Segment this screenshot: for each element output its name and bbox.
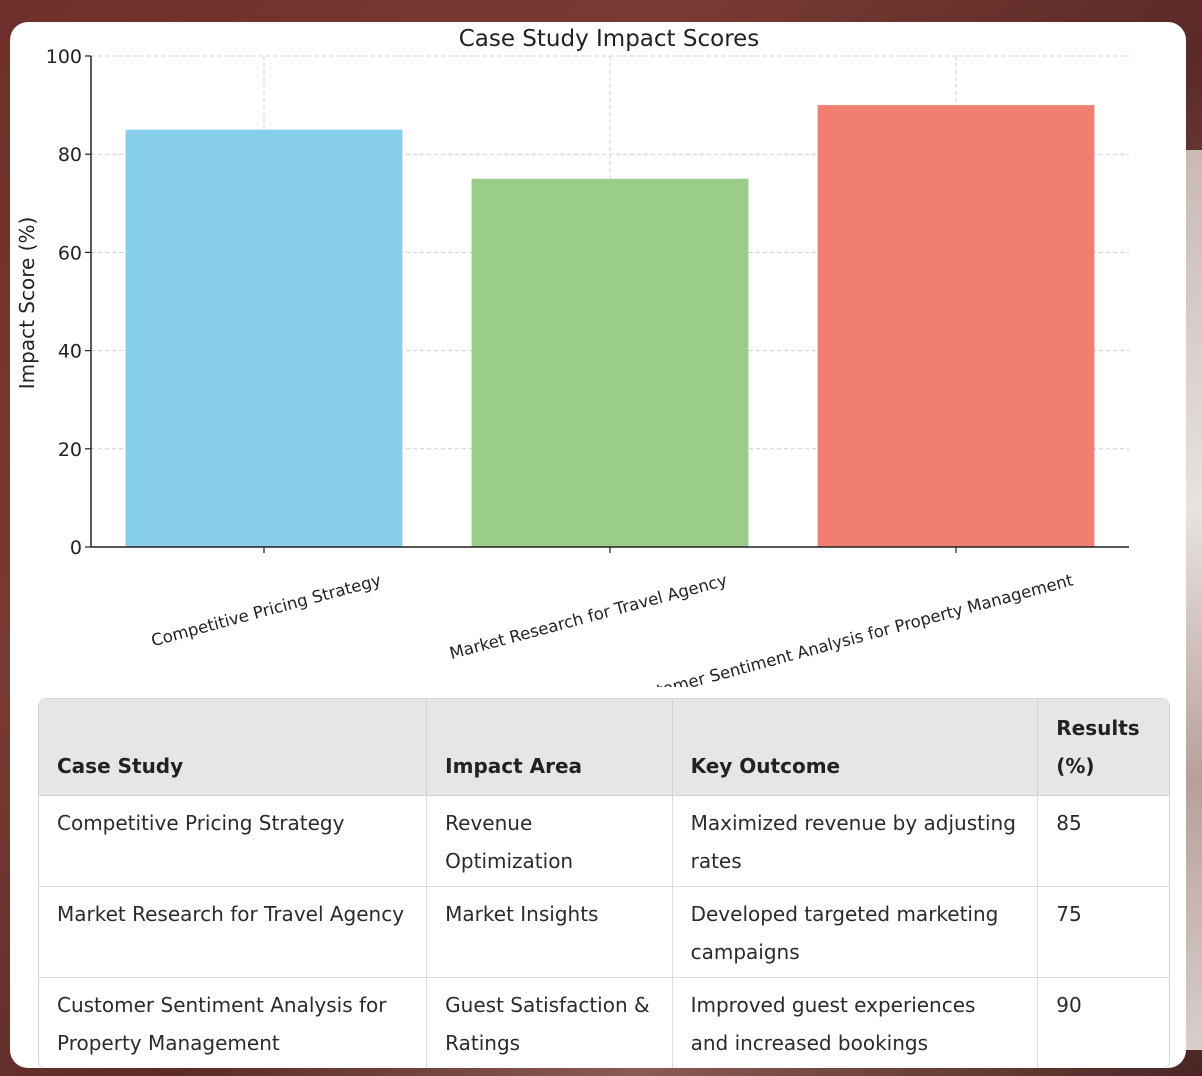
cell-case-study: Market Research for Travel Agency <box>39 886 428 978</box>
bars <box>125 105 1095 547</box>
header-results: Results (%) <box>1037 699 1169 796</box>
y-tick-label: 20 <box>58 439 82 461</box>
case-study-table: Case Study Impact Area Key Outcome Resul… <box>38 698 1170 1068</box>
cell-impact-area: Market Insights <box>426 886 673 978</box>
chart-title: Case Study Impact Scores <box>459 26 760 52</box>
bar <box>817 105 1095 547</box>
table-header-row: Case Study Impact Area Key Outcome Resul… <box>39 699 1169 796</box>
y-tick-label: 0 <box>70 537 82 559</box>
cell-case-study: Competitive Pricing Strategy <box>39 795 428 887</box>
header-case-study: Case Study <box>39 699 428 796</box>
cell-case-study: Customer Sentiment Analysis for Property… <box>39 977 428 1068</box>
y-tick-label: 40 <box>58 341 82 363</box>
cell-key-outcome: Developed targeted marketing campaigns <box>672 886 1039 978</box>
cell-key-outcome: Maximized revenue by adjusting rates <box>672 795 1039 887</box>
x-tick-label: Competitive Pricing Strategy <box>149 570 383 650</box>
cell-impact-area: Guest Satisfaction & Ratings <box>426 977 673 1068</box>
header-impact-area: Impact Area <box>426 699 673 796</box>
cell-impact-area: Revenue Optimization <box>426 795 673 887</box>
cell-results: 75 <box>1037 886 1169 978</box>
x-tick-label: Market Research for Travel Agency <box>448 570 730 663</box>
y-tick-label: 80 <box>58 144 82 166</box>
table-row: Customer Sentiment Analysis for Property… <box>39 977 1169 1068</box>
cell-results: 90 <box>1056 993 1082 1017</box>
bar-chart: 0 20 40 60 80 100 Competitive Pricing Strategy… <box>15 26 1129 687</box>
bar <box>471 178 749 547</box>
cell-results: 85 <box>1037 795 1169 887</box>
y-axis-label: Impact Score (%) <box>15 217 39 390</box>
cell-key-outcome: Improved guest experiences and increased… <box>672 977 1039 1068</box>
y-tick-label: 60 <box>58 242 82 264</box>
y-tick-label: 100 <box>46 46 82 68</box>
bar <box>125 129 403 547</box>
header-key-outcome: Key Outcome <box>672 699 1039 796</box>
content-card: 0 20 40 60 80 100 Competitive Pricing Strategy… <box>10 22 1186 1068</box>
table-row: Market Research for Travel Agency Market… <box>39 886 1169 978</box>
table-row: Competitive Pricing Strategy Revenue Opt… <box>39 795 1169 887</box>
